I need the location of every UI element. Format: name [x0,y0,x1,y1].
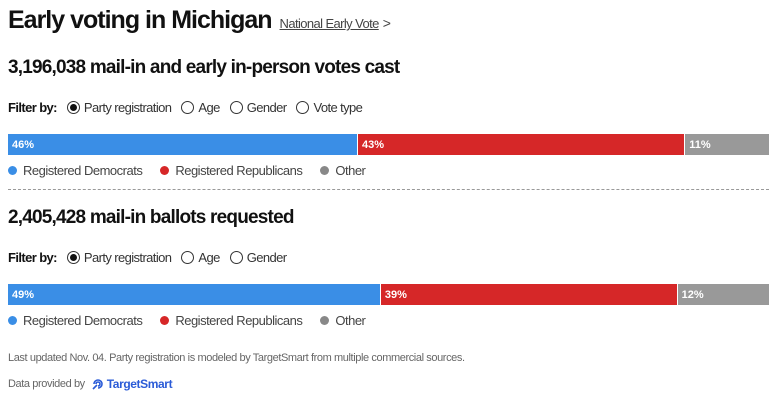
provided-by-text: Data provided by [8,378,85,390]
legend-item: Registered Democrats [8,313,143,328]
option-label: Party registration [83,250,172,265]
filter-option[interactable]: Age [181,100,220,115]
legend-dot-icon [160,316,170,325]
data-provider: Data provided by TargetSmart [8,377,173,391]
footnote: Last updated Nov. 04. Party registration… [8,352,465,364]
national-early-vote-link[interactable]: National Early Vote [279,16,380,31]
legend-dot-icon [160,166,170,175]
legend: Registered Democrats Registered Republica… [8,313,366,328]
page-title: Early voting in Michigan [8,6,273,34]
filter-group: Filter by: Party registration Age Gender Vot… [8,100,366,115]
header: Early voting in Michigan National Early … [8,6,391,35]
section-headline: 2,405,428 mail-in ballots requested [8,207,294,229]
bar-segment: 43% [358,134,686,155]
bar-segment: 39% [380,284,678,305]
filter-option[interactable]: Vote type [296,100,363,115]
filter-group: Filter by: Party registration Age Gender [8,250,290,265]
logo-text: TargetSmart [106,377,173,391]
legend-label: Registered Democrats [23,313,143,328]
legend-item: Registered Democrats [8,163,143,178]
bar-segment: 49% [8,284,381,305]
option-label: Party registration [83,100,172,115]
legend-dot-icon [320,316,330,325]
filter-label: Filter by: [8,100,58,115]
option-label: Vote type [313,100,363,115]
vote-count: 3,196,038 [8,57,86,78]
option-label: Age [198,100,220,115]
radio-icon[interactable] [181,101,195,114]
legend-label: Registered Democrats [23,163,143,178]
bar-segment: 12% [677,284,769,305]
filter-option[interactable]: Party registration [66,100,172,115]
vote-count: 2,405,428 [8,207,86,228]
filter-option[interactable]: Party registration [66,250,172,265]
stacked-bar: 49% 39% 12% [8,284,769,305]
legend-label: Other [335,313,366,328]
count-label: mail-in ballots requested [89,207,295,228]
legend-item: Other [320,313,366,328]
legend-dot-icon [8,166,17,175]
legend: Registered Democrats Registered Republica… [8,163,366,178]
legend-dot-icon [8,316,17,325]
divider [8,189,769,190]
targetsmart-logo: TargetSmart [91,377,173,391]
radio-icon[interactable] [296,101,310,114]
targetsmart-icon [92,379,103,390]
bar-segment: 46% [8,134,359,155]
filter-option[interactable]: Gender [229,100,287,115]
legend-dot-icon [320,166,330,175]
radio-icon[interactable] [229,251,243,264]
filter-option[interactable]: Gender [229,250,287,265]
radio-icon[interactable] [229,101,243,114]
radio-icon[interactable] [181,251,195,264]
count-label: mail-in and early in-person votes cast [89,57,400,78]
legend-item: Other [320,163,366,178]
option-label: Gender [246,250,287,265]
legend-label: Other [335,163,366,178]
chevron-right-icon[interactable]: > [382,15,391,31]
option-label: Gender [246,100,287,115]
filter-label: Filter by: [8,250,58,265]
legend-label: Registered Republicans [175,163,303,178]
filter-option[interactable]: Age [181,250,220,265]
radio-icon[interactable] [66,101,80,114]
bar-segment: 11% [685,134,769,155]
legend-label: Registered Republicans [175,313,303,328]
legend-item: Registered Republicans [160,313,303,328]
stacked-bar: 46% 43% 11% [8,134,769,155]
option-label: Age [198,250,220,265]
section-headline: 3,196,038 mail-in and early in-person vo… [8,57,400,79]
legend-item: Registered Republicans [160,163,303,178]
radio-icon[interactable] [66,251,80,264]
